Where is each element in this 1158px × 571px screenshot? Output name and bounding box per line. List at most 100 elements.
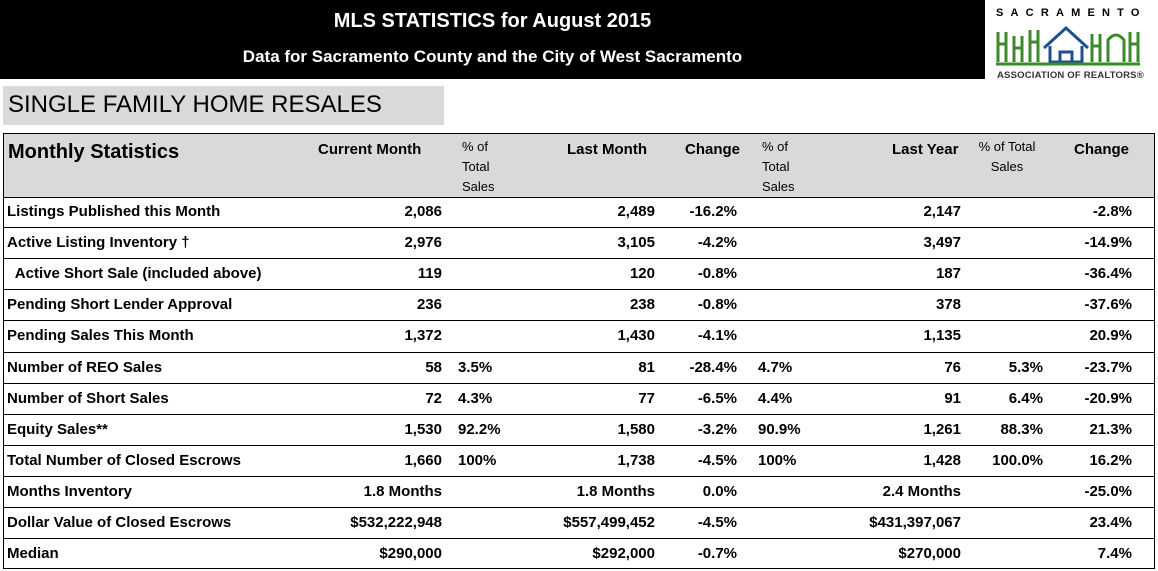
cell-chg2: 21.3% [1089, 420, 1132, 438]
cell-cur-pct: 3.5% [458, 358, 493, 376]
header-pct-last-line2: Total [762, 159, 790, 174]
cell-cur-pct: 92.2% [458, 420, 501, 438]
cell-chg2: -23.7% [1084, 358, 1132, 376]
table-row: Pending Short Lender Approval 236 238 -0.8%… [4, 290, 1154, 322]
cell-label: Number of Short Sales [7, 389, 169, 407]
cell-cur-pct: 4.3% [458, 389, 493, 407]
table-row: Active Short Sale (included above) 119 120… [4, 259, 1154, 291]
cell-cur: $290,000 [379, 545, 442, 563]
table-row: Equity Sales** 1,530 92.2% 1,580 -3.2% 90.9% 1… [4, 415, 1154, 446]
cell-cur: 236 [416, 296, 442, 314]
cell-chg2: -14.9% [1084, 234, 1132, 252]
cell-chg2: -25.0% [1084, 482, 1132, 500]
cell-cur: 58 [425, 358, 442, 376]
cell-last-pct: 100% [758, 451, 797, 469]
cell-year: 2.4 Months [882, 482, 961, 500]
cell-label: Months Inventory [7, 482, 133, 500]
logo-bottom-text: ASSOCIATION OF REALTORS® [997, 70, 1144, 81]
table-row: Months Inventory 1.8 Months 1.8 Months 0.0%… [4, 477, 1154, 509]
table-row: Number of REO Sales 58 3.5% 81 -28.4% 4.7% 76 5… [4, 353, 1154, 384]
cell-last: 3,105 [617, 234, 655, 252]
cell-last: 1,580 [617, 420, 655, 438]
cell-chg: -0.8% [697, 265, 737, 283]
cell-chg2: -36.4% [1084, 265, 1132, 283]
cell-last: 2,489 [617, 203, 655, 220]
header-pct-last-line1: % of [762, 139, 789, 154]
cell-cur: 2,086 [404, 203, 442, 220]
header-pct-current-line2: Total [462, 159, 490, 174]
cell-chg2: 7.4% [1097, 545, 1132, 563]
cell-last-pct: 4.7% [758, 358, 793, 376]
sacramento-realtors-logo: SACRAMENTO ASSOCIATION OF REALTORS® [988, 4, 1156, 84]
cell-year-pct: 6.4% [1008, 389, 1043, 407]
cell-chg: -28.4% [689, 358, 737, 376]
header-pct-current-line1: % of [462, 139, 489, 154]
header-pct-current: % of Total Sales [462, 137, 495, 197]
cell-last-pct: 4.4% [758, 389, 793, 407]
cell-year: 187 [935, 265, 961, 283]
cell-last: 120 [629, 265, 655, 283]
cell-chg: -4.2% [697, 234, 737, 252]
cell-year: 1,261 [923, 420, 961, 438]
report-subtitle: Data for Sacramento County and the City … [242, 47, 743, 66]
cell-year: 378 [935, 296, 961, 314]
table-row: Active Listing Inventory † 2,976 3,105 -4.2… [4, 228, 1154, 260]
cell-chg: -3.2% [697, 420, 737, 438]
table-row: Median $290,000 $292,000 -0.7% $270,000 7.4% [4, 539, 1154, 570]
header-change-1: Change [685, 141, 741, 158]
cell-label: Dollar Value of Closed Escrows [7, 514, 232, 531]
cell-label: Number of REO Sales [7, 358, 163, 376]
cell-label: Pending Sales This Month [7, 327, 194, 345]
cell-chg: 0.0% [702, 482, 737, 500]
report-title: MLS STATISTICS for August 2015 [333, 10, 652, 32]
cell-last: 238 [629, 296, 655, 314]
cell-chg2: -20.9% [1084, 389, 1132, 407]
cell-label: Total Number of Closed Escrows [7, 451, 241, 469]
cell-last: $292,000 [592, 545, 655, 563]
cell-year: $270,000 [898, 545, 961, 563]
cell-year: 3,497 [923, 234, 961, 252]
cell-cur-pct: 100% [458, 451, 497, 469]
cell-label: Equity Sales** [7, 420, 108, 438]
header-monthly-statistics: Monthly Statistics [8, 141, 180, 163]
cell-chg: -6.5% [697, 389, 737, 407]
cell-last: 77 [638, 389, 655, 407]
cell-last: 1.8 Months [576, 482, 655, 500]
cell-label: Active Listing Inventory † [7, 234, 190, 252]
stats-table: Monthly Statistics Current Month % of To… [3, 133, 1155, 569]
cell-chg: -4.5% [697, 514, 737, 531]
cell-year-pct: 88.3% [1000, 420, 1043, 438]
cell-year-pct: 5.3% [1008, 358, 1043, 376]
report-header: MLS STATISTICS for August 2015 Data for … [0, 0, 985, 79]
cell-chg: -4.1% [697, 327, 737, 345]
header-last-year: Last Year [892, 141, 959, 158]
cell-chg: -0.7% [697, 545, 737, 563]
logo-top-text: SACRAMENTO [996, 7, 1147, 19]
cell-last: 1,430 [617, 327, 655, 345]
cell-year: 2,147 [923, 203, 961, 220]
cell-label: Listings Published this Month [7, 203, 221, 220]
cell-chg: -0.8% [697, 296, 737, 314]
cell-label: Median [7, 545, 59, 563]
cell-year-pct: 100.0% [992, 451, 1043, 469]
table-row: Total Number of Closed Escrows 1,660 100% 1… [4, 446, 1154, 477]
cell-chg2: 23.4% [1089, 514, 1132, 531]
cell-chg2: -37.6% [1084, 296, 1132, 314]
table-row: Listings Published this Month 2,086 2,489 -… [4, 197, 1154, 229]
header-pct-last-line3: Sales [762, 179, 795, 194]
cell-chg2: 16.2% [1089, 451, 1132, 469]
cell-cur: 1,530 [404, 420, 442, 438]
cell-chg2: -2.8% [1092, 203, 1132, 220]
cell-cur: $532,222,948 [350, 514, 442, 531]
header-last-month: Last Month [567, 141, 647, 158]
cell-cur: 119 [417, 265, 442, 283]
cell-last-pct: 90.9% [758, 420, 801, 438]
cell-year: 76 [944, 358, 961, 376]
cell-chg: -4.5% [697, 451, 737, 469]
cell-cur: 1,372 [404, 327, 442, 345]
cell-year: 1,428 [923, 451, 961, 469]
house-skyline-logo-icon [996, 25, 1140, 66]
section-title: SINGLE FAMILY HOME RESALES [3, 86, 444, 125]
table-row: Dollar Value of Closed Escrows $532,222,9… [4, 508, 1154, 540]
header-change-2: Change [1074, 141, 1130, 158]
